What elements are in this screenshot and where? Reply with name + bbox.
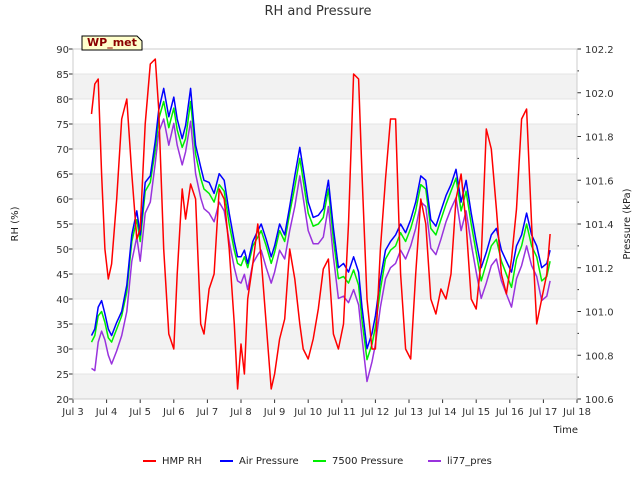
x-axis: Jul 3 Jul 4 Jul 5 Jul 6 Jul 7 Jul 8 Jul 9 Jul 1…: [61, 399, 591, 418]
x-tick-label: Jul 16: [495, 407, 524, 418]
x-tick-label: Jul 14: [428, 407, 457, 418]
x-tick-label: Jul 8: [229, 407, 252, 418]
y-left-tick-label: 70: [56, 145, 69, 156]
y-left-tick-label: 90: [56, 45, 69, 56]
y-left-tick-label: 55: [56, 220, 69, 231]
y-right-tick-label: 102.2: [585, 45, 614, 56]
y-left-tick-label: 50: [56, 245, 69, 256]
y-right-tick-label: 101.6: [585, 176, 614, 187]
x-tick-label: Jul 7: [196, 407, 219, 418]
legend-label: Air Pressure: [239, 456, 299, 467]
x-tick-label: Jul 17: [528, 407, 557, 418]
y-right-tick-label: 100.8: [585, 351, 614, 362]
y-right-tick-label: 102.0: [585, 89, 614, 100]
x-tick-label: Jul 18: [562, 407, 591, 418]
x-tick-label: Jul 5: [128, 407, 151, 418]
x-tick-label: Jul 13: [394, 407, 423, 418]
x-tick-label: Jul 3: [61, 407, 84, 418]
x-axis-title: Time: [553, 425, 578, 436]
y-left-tick-label: 25: [56, 370, 69, 381]
grid-band: [73, 324, 577, 349]
legend-label: 7500 Pressure: [332, 456, 403, 467]
site-label-badge: WP_met: [81, 35, 143, 51]
legend-label: li77_pres: [447, 456, 492, 467]
plot-frame: [72, 48, 578, 400]
y-right-tick-label: 101.4: [585, 220, 614, 231]
series-line-air-pressure: [90, 87, 551, 350]
legend: HMP RH Air Pressure 7500 Pressure li77_pres: [143, 456, 492, 467]
x-tick-label: Jul 15: [461, 407, 490, 418]
y-right-tick-label: 101.8: [585, 133, 614, 144]
y-left-tick-label: 45: [56, 270, 69, 281]
y-left-tick-label: 80: [56, 95, 69, 106]
y-right-tick-label: 100.6: [585, 395, 614, 406]
grid-band: [73, 124, 577, 149]
x-tick-label: Jul 12: [360, 407, 389, 418]
series-line-li77-pres: [91, 118, 551, 383]
y-axis-left-title: RH (%): [10, 206, 21, 241]
x-tick-label: Jul 6: [162, 407, 185, 418]
series-line-7500-pressure: [90, 100, 551, 361]
y-right-tick-label: 101.0: [585, 308, 614, 319]
y-left-tick-label: 65: [56, 170, 69, 181]
series-line-hmp-rh: [90, 58, 551, 390]
chart-title: RH and Pressure: [264, 4, 371, 19]
grid-band: [73, 274, 577, 299]
x-tick-label: Jul 11: [327, 407, 356, 418]
site-label-box: [81, 35, 143, 51]
y-left-tick-label: 30: [56, 345, 69, 356]
y-left-tick-label: 75: [56, 120, 69, 131]
grid-band: [73, 374, 577, 399]
y-left-tick-label: 35: [56, 320, 69, 331]
y-left-tick-label: 40: [56, 295, 69, 306]
y-left-tick-label: 60: [56, 195, 69, 206]
y-axis-right: 100.6 100.8 101.0 101.2 101.4 101.6 101.8 102.0…: [577, 45, 614, 406]
series-lines: [90, 58, 551, 390]
y-right-tick-label: 101.2: [585, 264, 614, 275]
site-label-text: WP_met: [87, 36, 137, 49]
y-axis-right-title: Pressure (kPa): [622, 188, 633, 259]
legend-label: HMP RH: [162, 456, 202, 467]
y-axis-left: 20 25 30 35 40 45 50 55 60 65 70 75 80 85 90: [56, 45, 73, 406]
x-tick-label: Jul 4: [95, 407, 118, 418]
grid-band: [73, 174, 577, 199]
x-tick-label: Jul 9: [263, 407, 286, 418]
y-left-tick-label: 20: [56, 395, 69, 406]
y-left-tick-label: 85: [56, 70, 69, 81]
x-tick-label: Jul 10: [293, 407, 322, 418]
